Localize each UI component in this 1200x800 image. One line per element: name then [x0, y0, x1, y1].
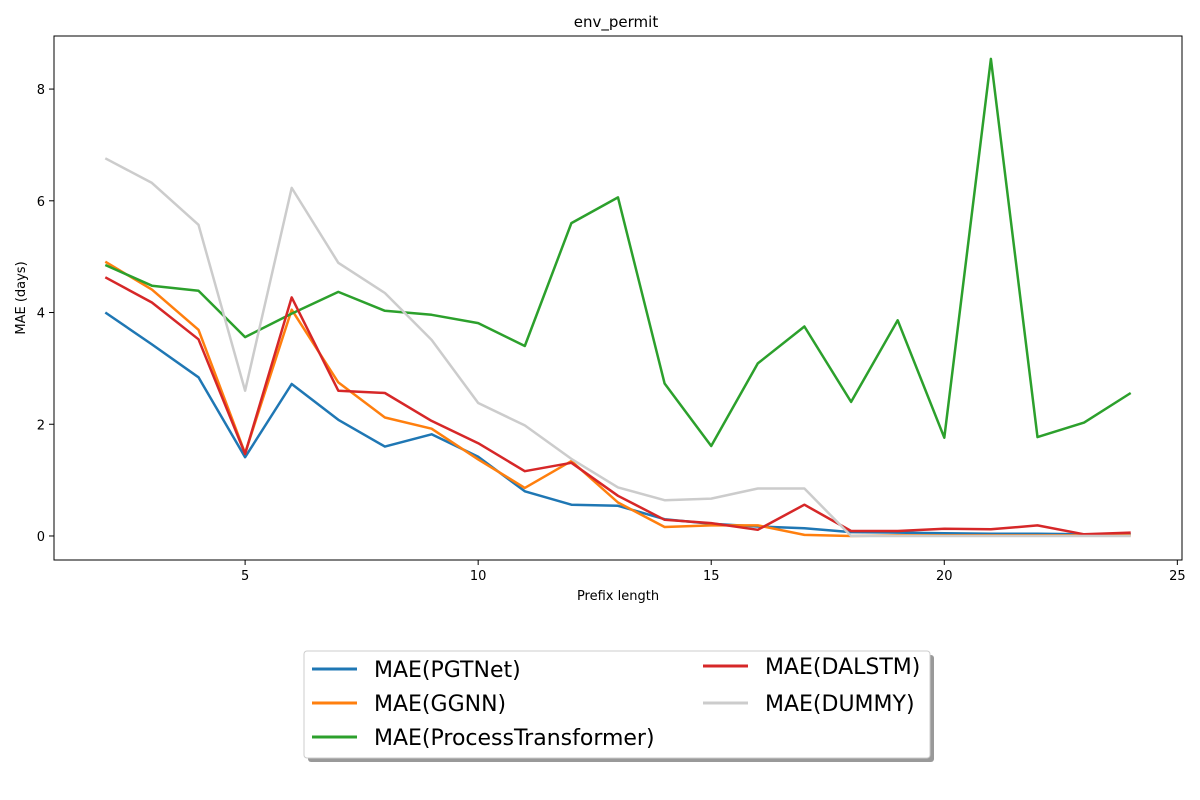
legend: MAE(PGTNet) MAE(GGNN) MAE(ProcessTransform…	[303, 650, 934, 762]
x-tick-label: 15	[703, 569, 720, 584]
x-tick-label: 10	[470, 569, 487, 584]
x-tick-label: 25	[1169, 569, 1186, 584]
legend-label-mae-dalstm: MAE(DALSTM)	[765, 655, 920, 680]
series-line-mae-pgtnet	[104, 311, 1131, 536]
x-axis: 5 10 15 20 25	[241, 560, 1186, 584]
legend-label-mae-processtransformer: MAE(ProcessTransformer)	[374, 726, 655, 751]
plot-area	[53, 35, 1183, 561]
chart-title: env_permit	[574, 13, 659, 32]
legend-label-mae-dummy: MAE(DUMMY)	[765, 692, 915, 717]
series-lines	[104, 57, 1132, 538]
y-tick-label: 0	[37, 530, 45, 545]
y-axis-label: MAE (days)	[14, 261, 29, 334]
y-axis: 0 2 4 6 8	[37, 83, 54, 545]
plot-frame	[53, 35, 1183, 561]
series-line-mae-processtransformer	[104, 57, 1132, 448]
x-tick-label: 20	[936, 569, 953, 584]
legend-box	[303, 650, 931, 759]
x-axis-label: Prefix length	[577, 589, 659, 604]
y-tick-label: 4	[37, 307, 45, 322]
legend-label-mae-pgtnet: MAE(PGTNet)	[374, 658, 521, 683]
y-tick-label: 6	[37, 195, 45, 210]
series-line-mae-dummy	[104, 157, 1131, 538]
series-line-mae-dalstm	[104, 276, 1131, 536]
y-tick-label: 8	[37, 83, 45, 98]
y-tick-label: 2	[37, 418, 45, 433]
x-tick-label: 5	[241, 569, 249, 584]
legend-label-mae-ggnn: MAE(GGNN)	[374, 692, 506, 717]
